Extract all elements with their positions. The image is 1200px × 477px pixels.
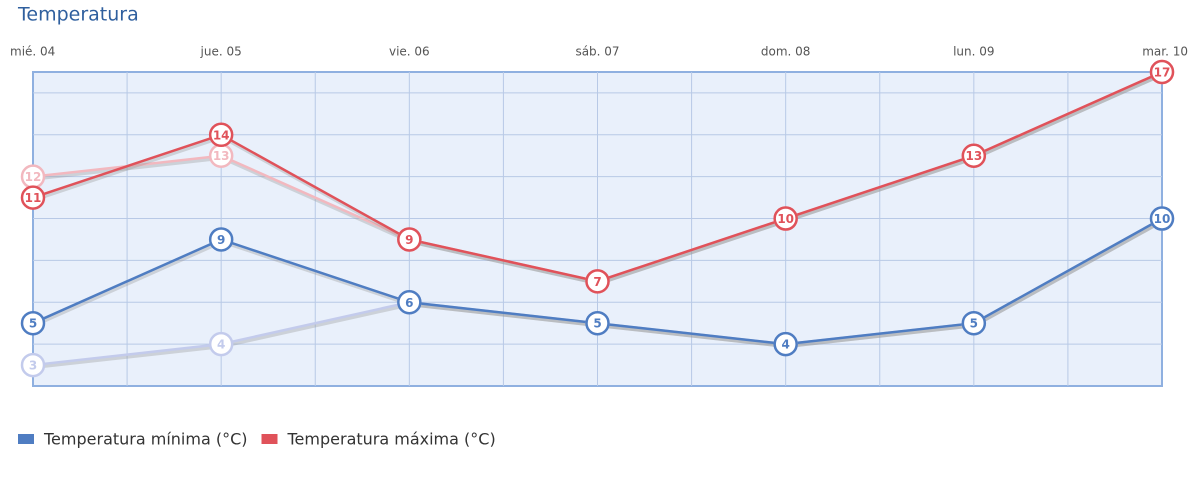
- data-label: 6: [405, 296, 413, 310]
- data-label: 13: [213, 149, 230, 163]
- x-tick-label: mié. 04: [10, 45, 55, 59]
- data-label: 11: [25, 191, 42, 205]
- point-marker: [397, 227, 422, 252]
- data-label: 3: [29, 359, 37, 373]
- data-label: 9: [217, 233, 225, 247]
- data-label: 4: [781, 338, 789, 352]
- x-tick-label: lun. 09: [953, 45, 994, 59]
- legend-swatch: [18, 434, 34, 444]
- x-tick-label: jue. 05: [200, 45, 242, 59]
- x-tick-label: dom. 08: [761, 45, 811, 59]
- data-label: 12: [25, 170, 42, 184]
- point-marker: [20, 352, 46, 378]
- point-marker: [773, 331, 798, 357]
- point-marker: [208, 227, 234, 252]
- data-label: 17: [1154, 66, 1171, 80]
- point-marker: [773, 206, 798, 231]
- point-marker: [20, 310, 46, 336]
- chart-title: Temperatura: [17, 4, 139, 26]
- x-tick-label: vie. 06: [389, 45, 430, 59]
- legend-swatch: [261, 434, 278, 444]
- data-label: 5: [29, 317, 37, 331]
- legend-label: Temperatura mínima (°C): [43, 430, 248, 449]
- point-marker: [1149, 206, 1175, 231]
- data-label: 9: [405, 233, 413, 247]
- legend-label: Temperatura máxima (°C): [287, 430, 496, 449]
- data-label: 5: [970, 317, 978, 331]
- data-label: 10: [777, 212, 794, 226]
- data-label: 10: [1154, 212, 1171, 226]
- point-marker: [961, 143, 987, 168]
- x-tick-label: mar. 10: [1142, 45, 1188, 59]
- data-label: 14: [213, 128, 230, 142]
- x-tick-label: sáb. 07: [575, 45, 619, 59]
- point-marker: [208, 122, 234, 148]
- data-label: 7: [593, 275, 601, 289]
- point-marker: [585, 269, 610, 294]
- data-label: 5: [593, 317, 601, 331]
- point-marker: [397, 290, 422, 315]
- point-marker: [20, 185, 46, 210]
- point-marker: [585, 310, 610, 336]
- point-marker: [1149, 59, 1175, 85]
- point-marker: [208, 331, 234, 357]
- data-label: 13: [965, 149, 982, 163]
- point-marker: [961, 310, 987, 336]
- data-label: 4: [217, 338, 225, 352]
